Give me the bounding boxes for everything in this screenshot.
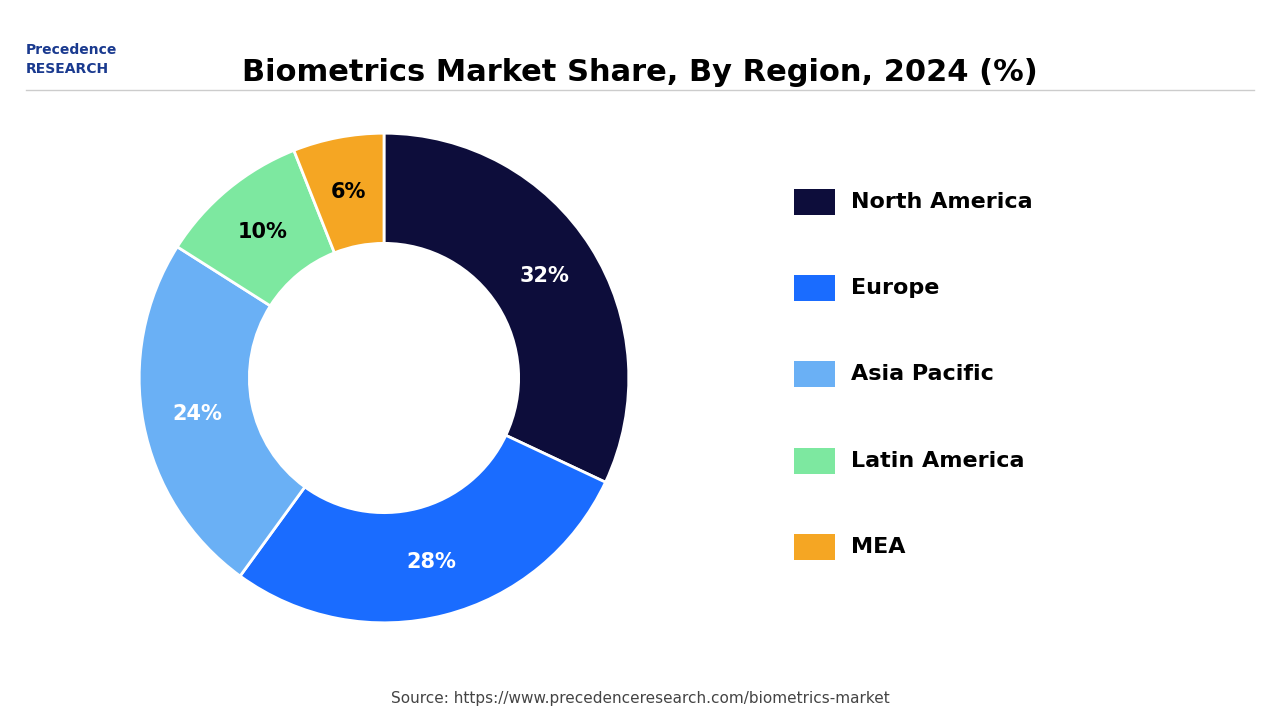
Text: 28%: 28% bbox=[406, 552, 456, 572]
Wedge shape bbox=[294, 133, 384, 253]
Text: Biometrics Market Share, By Region, 2024 (%): Biometrics Market Share, By Region, 2024… bbox=[242, 58, 1038, 86]
Text: Europe: Europe bbox=[851, 278, 940, 298]
Text: MEA: MEA bbox=[851, 537, 906, 557]
Text: 10%: 10% bbox=[238, 222, 288, 242]
Text: 6%: 6% bbox=[330, 181, 366, 202]
Wedge shape bbox=[140, 247, 305, 576]
Text: 24%: 24% bbox=[173, 403, 223, 423]
Wedge shape bbox=[178, 150, 334, 306]
Wedge shape bbox=[384, 133, 628, 482]
Text: Precedence
RESEARCH: Precedence RESEARCH bbox=[26, 43, 116, 76]
Text: North America: North America bbox=[851, 192, 1033, 212]
Wedge shape bbox=[241, 436, 605, 623]
Text: Source: https://www.precedenceresearch.com/biometrics-market: Source: https://www.precedenceresearch.c… bbox=[390, 690, 890, 706]
Text: 32%: 32% bbox=[520, 266, 570, 287]
Text: Asia Pacific: Asia Pacific bbox=[851, 364, 995, 384]
Text: Latin America: Latin America bbox=[851, 451, 1025, 471]
